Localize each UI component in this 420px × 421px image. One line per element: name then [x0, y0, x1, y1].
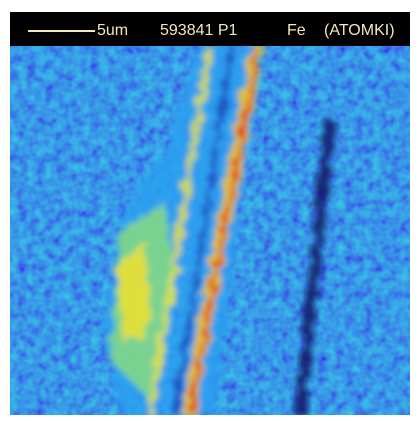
page: 5um 593841 P1 Fe (ATOMKI) (() => { const… — [0, 0, 420, 421]
element-map: 5um 593841 P1 Fe (ATOMKI) — [0, 0, 420, 421]
scale-label: 5um — [97, 22, 128, 39]
map-image: 5um 593841 P1 Fe (ATOMKI) — [10, 12, 410, 415]
lab-label: (ATOMKI) — [324, 22, 395, 39]
sample-label: 593841 P1 — [160, 22, 238, 39]
element-label: Fe — [287, 22, 306, 39]
